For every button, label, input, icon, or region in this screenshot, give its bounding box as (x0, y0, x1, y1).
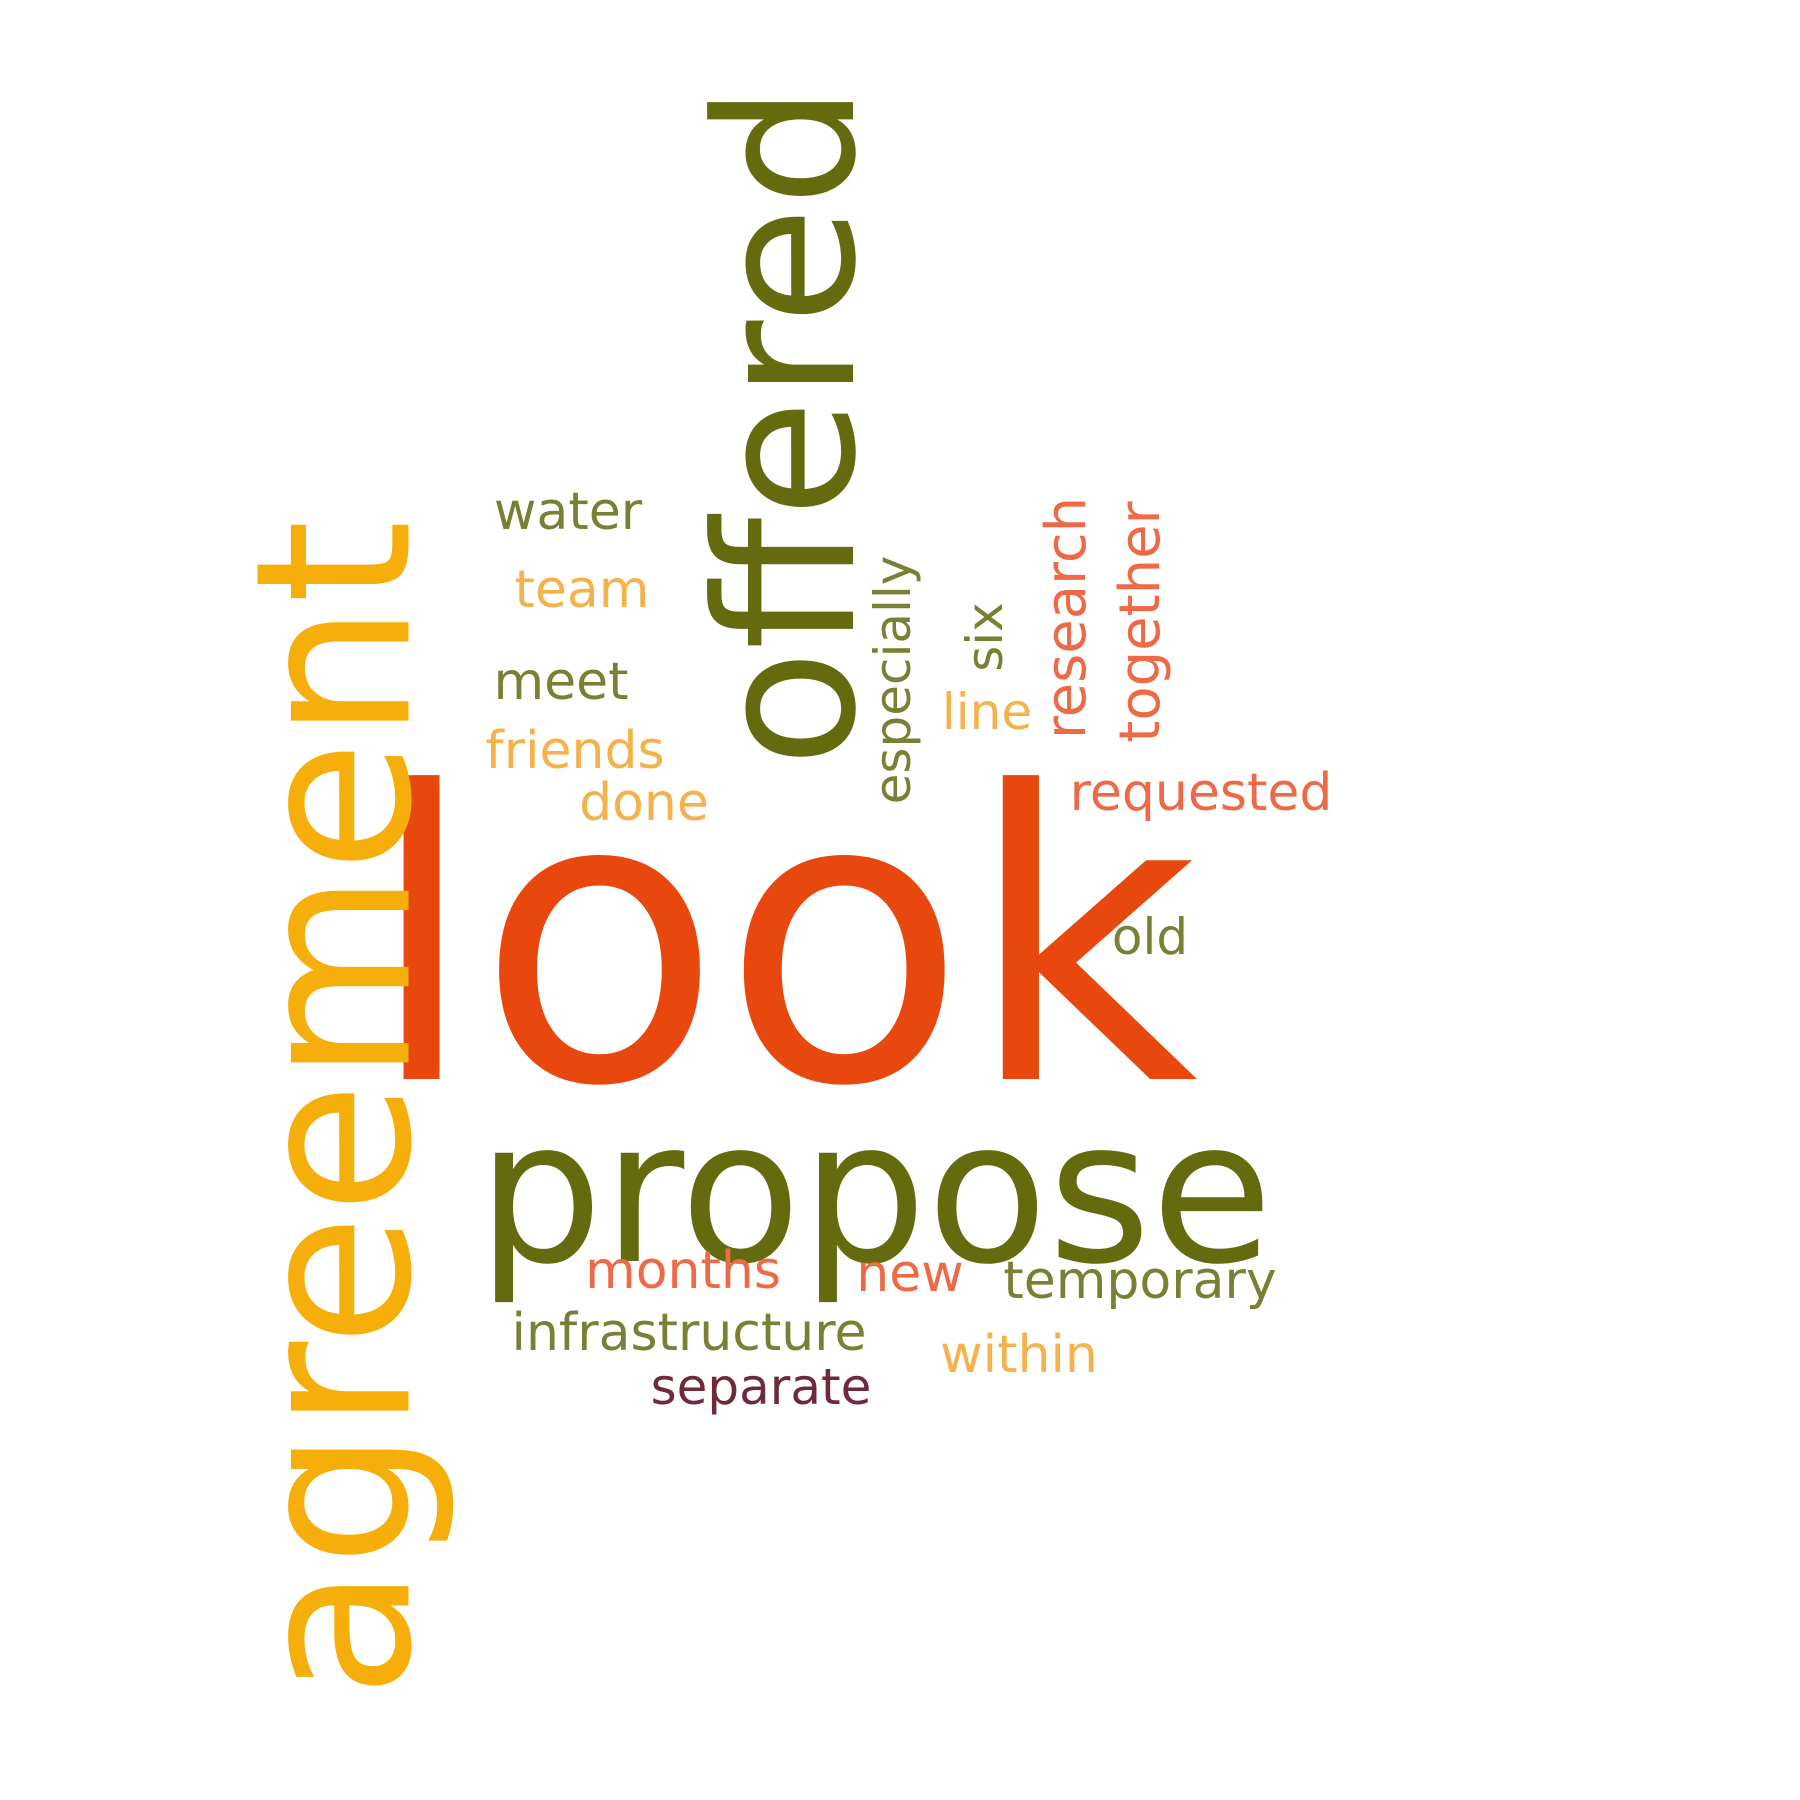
word-old: old (1111, 908, 1189, 966)
word-temporary: temporary (1003, 1251, 1277, 1311)
word-done: done (579, 773, 709, 833)
word-new: new (856, 1244, 964, 1304)
word-six: six (956, 602, 1014, 672)
word-line: line (941, 683, 1033, 741)
word-water: water (493, 482, 643, 542)
word-agreement: agreement (208, 519, 460, 1699)
word-propose: propose (477, 1077, 1273, 1308)
word-separate: separate (650, 1358, 872, 1416)
word-team: team (514, 560, 650, 620)
word-within: within (940, 1325, 1098, 1385)
word-research: research (1034, 496, 1099, 740)
word-requested: requested (1069, 763, 1333, 823)
word-especially: especially (864, 555, 922, 805)
word-together: together (1108, 501, 1173, 743)
word-infrastructure: infrastructure (511, 1303, 867, 1363)
word-meet: meet (493, 652, 629, 712)
word-offered: offered (676, 84, 899, 768)
word-friends: friends (485, 721, 665, 781)
word-look: look (365, 709, 1199, 1174)
word-months: months (585, 1241, 781, 1301)
